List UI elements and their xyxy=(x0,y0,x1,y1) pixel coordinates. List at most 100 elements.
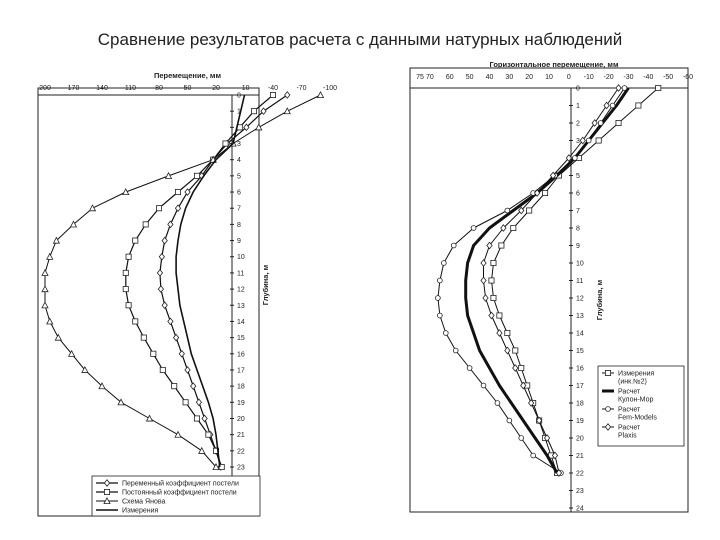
data-point xyxy=(316,91,325,98)
data-point xyxy=(555,469,563,477)
data-point xyxy=(198,446,206,454)
data-point xyxy=(184,188,191,196)
data-point xyxy=(496,329,503,337)
legend-label: Переменный коэффициент постели xyxy=(122,480,239,488)
data-point xyxy=(195,398,203,407)
legend-marker xyxy=(103,497,111,505)
data-point xyxy=(504,346,511,355)
y-tick-label: 14 xyxy=(576,331,584,338)
y-tick-label: 6 xyxy=(576,191,580,198)
y-tick-label: 12 xyxy=(237,287,245,294)
data-point xyxy=(190,382,197,390)
data-point xyxy=(565,154,573,162)
data-point xyxy=(164,171,173,179)
data-point xyxy=(490,259,497,266)
data-point xyxy=(528,399,535,407)
data-point xyxy=(184,366,191,374)
x-tick-label: -10 xyxy=(239,85,249,92)
data-point xyxy=(145,414,154,422)
data-point xyxy=(132,237,139,244)
x-tick-label: 200 xyxy=(39,85,51,92)
y-tick-label: 1 xyxy=(237,109,241,116)
series-4 xyxy=(480,84,622,477)
data-point xyxy=(542,189,549,196)
x-tick-label: -40 xyxy=(643,74,653,81)
y-tick-label: 9 xyxy=(237,238,241,245)
x-tick-label: 110 xyxy=(125,85,136,92)
series-line xyxy=(125,94,274,468)
x-tick-label: 140 xyxy=(96,85,108,92)
legend-marker xyxy=(605,406,611,412)
y-tick-label: 15 xyxy=(237,335,245,342)
legend-marker xyxy=(604,423,612,431)
data-point xyxy=(496,312,503,319)
data-point xyxy=(167,220,174,229)
y-tick-label: 7 xyxy=(237,206,241,213)
y-tick-label: 7 xyxy=(576,208,580,215)
y-tick-label: 15 xyxy=(576,348,584,355)
data-point xyxy=(122,188,130,196)
plot-frame xyxy=(37,87,260,517)
y-tick-label: 3 xyxy=(237,141,241,148)
data-point xyxy=(201,414,208,423)
legend-label: Расчет Fem-Models xyxy=(618,407,657,422)
data-point xyxy=(243,123,250,132)
legend: Переменный коэффициент постелиПостоянный… xyxy=(91,475,261,517)
y-tick-label: 18 xyxy=(237,384,245,391)
legend: Измерения (инк.№2) Расчет Кулон-Мор Расчет Fe… xyxy=(597,365,685,447)
data-point xyxy=(174,430,182,438)
x-tick-label: 170 xyxy=(68,85,80,92)
y-tick-label: 13 xyxy=(576,313,584,320)
x-tick-label: 40 xyxy=(486,74,494,81)
y-tick-label: 9 xyxy=(576,243,580,250)
data-point xyxy=(470,225,477,231)
data-point xyxy=(88,204,97,212)
series-line xyxy=(175,94,246,468)
x-axis-title: Перемещение, мм xyxy=(154,71,221,80)
x-tick-label: -10 xyxy=(584,74,594,81)
legend-label: Схема Янова xyxy=(122,499,165,506)
series-3 xyxy=(435,85,628,476)
data-point xyxy=(510,224,517,231)
data-point xyxy=(172,333,180,342)
x-tick-label: 20 xyxy=(212,85,220,92)
series-4 xyxy=(175,94,246,468)
x-tick-label: 50 xyxy=(466,74,474,81)
data-point xyxy=(603,101,610,110)
y-tick-label: 6 xyxy=(237,190,241,197)
legend-marker xyxy=(104,488,111,495)
data-point xyxy=(500,224,507,232)
y-tick-label: 18 xyxy=(576,401,584,408)
data-point xyxy=(535,416,543,425)
data-point xyxy=(284,91,291,99)
legend-label: Измерения xyxy=(122,508,159,515)
y-tick-label: 4 xyxy=(237,157,241,164)
y-tick-label: 10 xyxy=(576,261,584,268)
x-tick-label: 50 xyxy=(184,85,192,92)
data-point xyxy=(504,329,511,336)
y-tick-label: 5 xyxy=(237,173,241,180)
data-point xyxy=(125,302,132,309)
y-tick-label: 11 xyxy=(237,270,244,277)
x-tick-label: 75 xyxy=(416,74,424,81)
data-point xyxy=(46,252,54,260)
data-point xyxy=(222,140,229,147)
y-axis-title: Глубина, м xyxy=(261,264,270,305)
y-tick-label: 10 xyxy=(237,254,245,261)
data-point xyxy=(46,317,54,325)
data-point xyxy=(480,276,487,285)
data-point xyxy=(512,364,519,372)
data-point xyxy=(250,108,257,115)
x-axis-title: Горизонтальное перемещение, мм xyxy=(489,60,618,69)
y-tick-label: 20 xyxy=(237,416,245,423)
data-point xyxy=(255,123,263,131)
data-point xyxy=(54,333,62,341)
data-point xyxy=(488,311,495,320)
y-tick-label: 19 xyxy=(237,400,245,407)
data-point xyxy=(518,435,525,441)
x-tick-label: -40 xyxy=(268,85,278,92)
data-point xyxy=(520,381,527,390)
data-point xyxy=(159,366,166,373)
y-tick-label: 22 xyxy=(576,471,584,478)
